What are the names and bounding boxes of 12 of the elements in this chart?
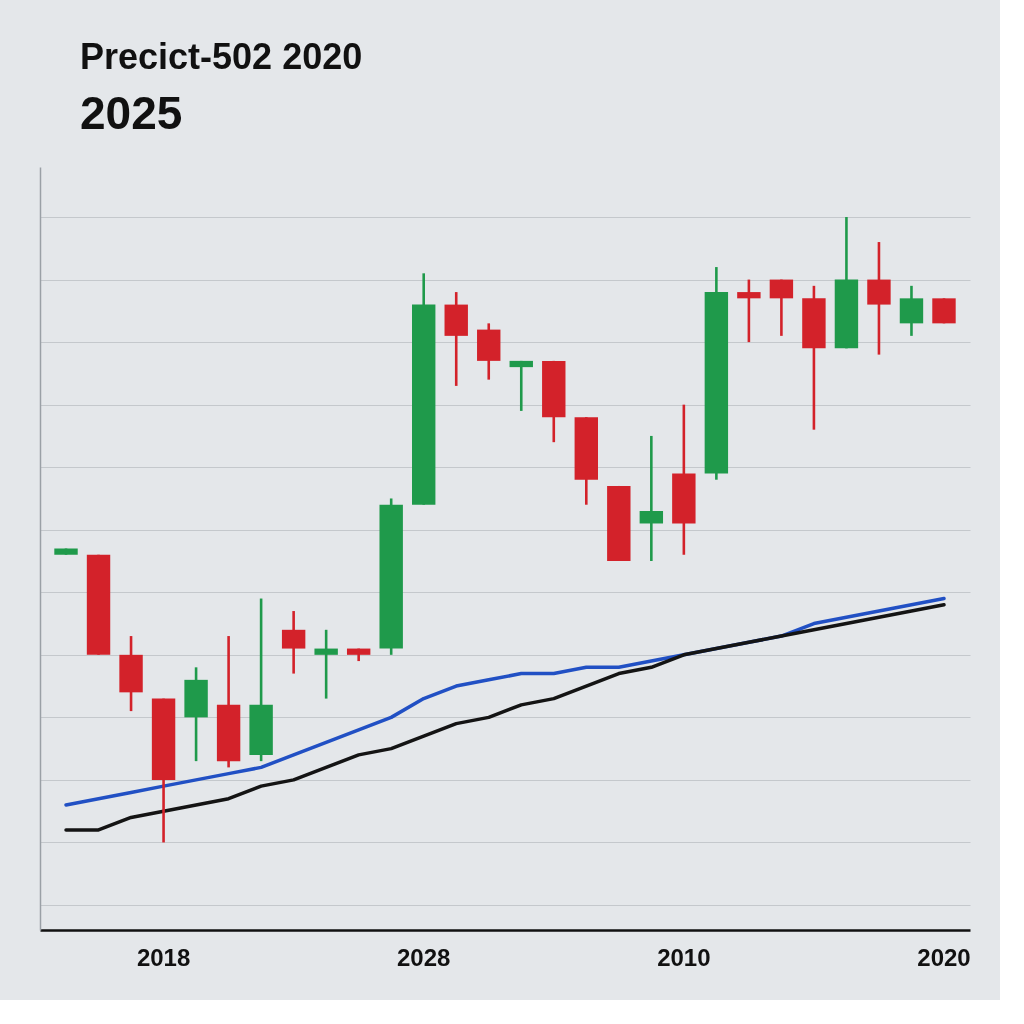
candlestick bbox=[314, 628, 338, 700]
x-tick-label: 2018 bbox=[136, 943, 191, 971]
candlestick bbox=[281, 609, 306, 675]
candlestick bbox=[769, 278, 794, 338]
chart-title: Precict-502 2020 bbox=[80, 36, 363, 77]
candlestick bbox=[509, 359, 533, 413]
x-tick-label: 2028 bbox=[397, 943, 451, 971]
candlestick bbox=[639, 434, 664, 563]
chart-subtitle: 2025 bbox=[80, 87, 183, 139]
x-tick-label: 2020 bbox=[917, 943, 971, 971]
x-tick-label: 2010 bbox=[657, 943, 711, 971]
candlestick bbox=[737, 278, 761, 344]
